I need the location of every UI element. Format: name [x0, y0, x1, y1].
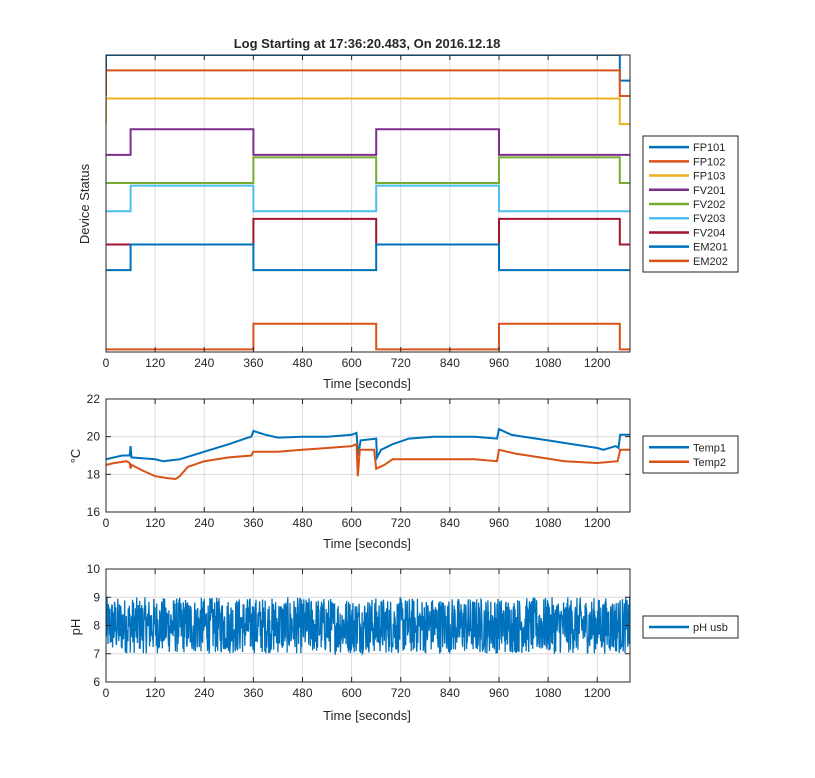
legend-label-fv203: FV203	[693, 213, 725, 225]
x-tick-label: 1200	[584, 356, 611, 370]
legend: Temp1 Temp2	[642, 435, 739, 474]
legend-label-fv204: FV204	[693, 227, 725, 239]
axes-frame	[105, 398, 631, 513]
x-tick-label: 240	[194, 356, 214, 370]
ph-ylabel: pH	[68, 619, 83, 636]
series-fp102	[106, 69, 630, 97]
plot-area	[106, 427, 630, 481]
x-tick-label: 720	[391, 686, 411, 700]
series-temp2	[106, 442, 630, 481]
legend: FP101 FP102 FP103 FV201 FV202 FV203 FV204 EM201…	[642, 135, 739, 273]
y-tick-label: 9	[93, 590, 100, 604]
x-tick-label: 1200	[584, 516, 611, 530]
x-tick-label: 240	[194, 686, 214, 700]
axes-frame	[105, 54, 631, 353]
x-tick-label: 960	[489, 686, 509, 700]
figure-title: Log Starting at 17:36:20.483, On 2016.12…	[234, 36, 501, 51]
x-tick-label: 0	[103, 686, 110, 700]
legend-label-temp1: Temp1	[693, 442, 726, 454]
x-tick-label: 0	[103, 356, 110, 370]
legend-label-fp102: FP102	[693, 156, 725, 168]
x-tick-label: 960	[489, 356, 509, 370]
status-xlabel: Time [seconds]	[323, 376, 411, 391]
legend-label-temp2: Temp2	[693, 457, 726, 469]
legend: pH usb	[642, 615, 739, 639]
y-tick-label: 22	[87, 392, 101, 406]
x-tick-label: 1080	[535, 516, 562, 530]
x-tick-label: 600	[342, 516, 362, 530]
series-em202	[106, 322, 630, 351]
series-temp1	[106, 427, 630, 463]
x-tick-label: 1080	[535, 686, 562, 700]
x-tick-label: 960	[489, 516, 509, 530]
ph-xlabel: Time [seconds]	[323, 708, 411, 723]
legend-label-ph-usb: pH usb	[693, 622, 728, 634]
legend-label-fv202: FV202	[693, 199, 725, 211]
x-tick-label: 360	[243, 516, 263, 530]
legend-label-em202: EM202	[693, 256, 728, 268]
x-tick-label: 1200	[584, 686, 611, 700]
legend-box	[642, 615, 739, 639]
plot-area	[106, 55, 630, 351]
x-tick-label: 720	[391, 356, 411, 370]
x-tick-label: 720	[391, 516, 411, 530]
x-tick-label: 0	[103, 516, 110, 530]
x-tick-label: 600	[342, 686, 362, 700]
x-tick-label: 600	[342, 356, 362, 370]
x-tick-label: 840	[440, 516, 460, 530]
x-tick-label: 240	[194, 516, 214, 530]
series-fp103	[106, 97, 630, 126]
series-ph-usb	[106, 596, 630, 657]
legend-label-fv201: FV201	[693, 185, 725, 197]
series-fv203	[106, 184, 630, 213]
device-status-axes: 0 120 240 360 480 600 720 840 960 1080 1200FP101FP…	[103, 54, 739, 370]
x-tick-label: 120	[145, 516, 165, 530]
temperature-xlabel: Time [seconds]	[323, 536, 411, 551]
x-tick-label: 840	[440, 686, 460, 700]
x-tick-label: 1080	[535, 356, 562, 370]
legend-box	[642, 435, 739, 474]
temperature-axes: 0 120 240 360 480 600 720 840 960 1080 1200 16 18 20 2…	[87, 392, 739, 530]
x-tick-label: 840	[440, 356, 460, 370]
status-ylabel: Device Status	[77, 163, 92, 244]
x-tick-label: 480	[292, 686, 312, 700]
x-tick-label: 120	[145, 686, 165, 700]
x-tick-label: 120	[145, 356, 165, 370]
series-fv202	[106, 156, 630, 184]
y-tick-label: 6	[93, 675, 100, 689]
x-tick-label: 480	[292, 356, 312, 370]
plot-area	[106, 596, 630, 657]
x-tick-label: 480	[292, 516, 312, 530]
y-tick-label: 16	[87, 505, 101, 519]
legend-label-fp101: FP101	[693, 142, 725, 154]
y-tick-label: 8	[93, 619, 100, 633]
legend-label-fp103: FP103	[693, 171, 725, 183]
temperature-ylabel: °C	[68, 449, 83, 464]
legend-label-em201: EM201	[693, 242, 728, 254]
series-em201	[106, 243, 630, 272]
x-tick-label: 360	[243, 686, 263, 700]
ph-axes: 0 120 240 360 480 600 720 840 960 1080 1200 6 7 8 9 10 p…	[87, 562, 739, 700]
series-fv201	[106, 128, 630, 156]
x-tick-label: 360	[243, 356, 263, 370]
series-fp101	[106, 55, 630, 82]
y-tick-label: 20	[87, 430, 101, 444]
y-tick-label: 10	[87, 562, 101, 576]
y-tick-label: 18	[87, 467, 101, 481]
y-tick-label: 7	[93, 647, 100, 661]
